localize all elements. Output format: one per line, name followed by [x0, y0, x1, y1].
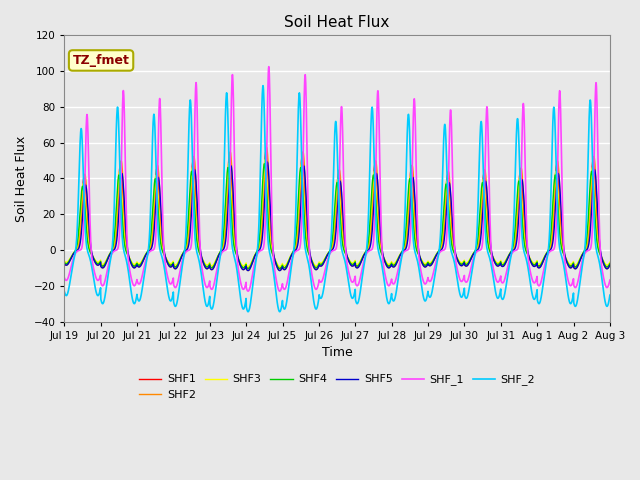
- SHF1: [573, 263, 581, 268]
- SHF3: [262, 157, 269, 163]
- Line: SHF5: SHF5: [65, 162, 610, 271]
- SHF_2: [212, 279, 220, 285]
- SHF2: [496, 262, 504, 267]
- SHF1: [353, 263, 361, 269]
- Legend: SHF1, SHF2, SHF3, SHF4, SHF5, SHF_1, SHF_2: SHF1, SHF2, SHF3, SHF4, SHF5, SHF_1, SHF…: [135, 370, 540, 405]
- Line: SHF1: SHF1: [65, 152, 610, 268]
- SHF2: [365, 244, 373, 250]
- SHF2: [276, 268, 284, 274]
- SHF3: [573, 261, 581, 266]
- SHF_2: [606, 292, 614, 298]
- SHF1: [558, 240, 566, 246]
- SHF2: [61, 261, 68, 267]
- SHF_1: [276, 288, 284, 294]
- SHF_2: [365, 191, 373, 197]
- SHF_1: [573, 281, 581, 287]
- SHF3: [606, 259, 614, 265]
- SHF5: [496, 262, 504, 267]
- SHF5: [353, 265, 361, 271]
- SHF5: [264, 159, 271, 165]
- SHF5: [558, 226, 566, 232]
- SHF4: [558, 247, 566, 253]
- SHF_1: [496, 276, 504, 282]
- SHF4: [61, 260, 68, 265]
- Line: SHF_1: SHF_1: [65, 67, 610, 291]
- SHF3: [61, 258, 68, 264]
- SHF_2: [276, 309, 284, 314]
- SHF1: [606, 261, 614, 266]
- SHF_1: [61, 275, 68, 281]
- Y-axis label: Soil Heat Flux: Soil Heat Flux: [15, 135, 28, 222]
- SHF_2: [259, 83, 267, 88]
- SHF1: [276, 265, 284, 271]
- SHF3: [353, 262, 361, 267]
- SHF1: [496, 260, 504, 266]
- SHF1: [212, 257, 220, 263]
- SHF_2: [353, 301, 361, 307]
- SHF4: [365, 231, 373, 237]
- SHF2: [558, 232, 566, 238]
- SHF3: [276, 264, 284, 269]
- SHF4: [212, 257, 220, 263]
- SHF5: [365, 246, 373, 252]
- SHF3: [212, 256, 220, 262]
- SHF_2: [573, 298, 581, 304]
- SHF_1: [212, 268, 220, 274]
- SHF5: [606, 262, 614, 268]
- SHF3: [365, 237, 373, 243]
- SHF1: [61, 260, 68, 265]
- SHF2: [262, 144, 270, 150]
- SHF4: [276, 265, 284, 271]
- SHF_1: [606, 277, 614, 283]
- SHF5: [573, 264, 581, 270]
- SHF_2: [61, 289, 68, 295]
- SHF4: [573, 263, 581, 268]
- Line: SHF2: SHF2: [65, 147, 610, 271]
- Text: TZ_fmet: TZ_fmet: [72, 54, 129, 67]
- SHF4: [353, 263, 361, 269]
- Line: SHF4: SHF4: [65, 164, 610, 268]
- SHF2: [212, 258, 220, 264]
- SHF_2: [496, 290, 504, 296]
- SHF4: [496, 260, 504, 266]
- SHF5: [61, 261, 68, 267]
- SHF_1: [558, 187, 566, 192]
- SHF2: [573, 264, 581, 270]
- SHF3: [496, 259, 504, 264]
- Line: SHF_2: SHF_2: [65, 85, 610, 312]
- SHF2: [353, 265, 361, 271]
- SHF5: [244, 268, 252, 274]
- SHF2: [606, 262, 614, 268]
- SHF1: [262, 149, 269, 155]
- SHF_2: [558, 255, 566, 261]
- SHF1: [365, 241, 373, 247]
- SHF3: [558, 245, 566, 251]
- Title: Soil Heat Flux: Soil Heat Flux: [284, 15, 390, 30]
- SHF_1: [265, 64, 273, 70]
- SHF4: [260, 161, 268, 167]
- X-axis label: Time: Time: [322, 346, 353, 359]
- SHF_1: [353, 283, 361, 288]
- Line: SHF3: SHF3: [65, 160, 610, 266]
- SHF5: [212, 258, 220, 264]
- SHF_1: [365, 248, 373, 254]
- SHF4: [606, 261, 614, 266]
